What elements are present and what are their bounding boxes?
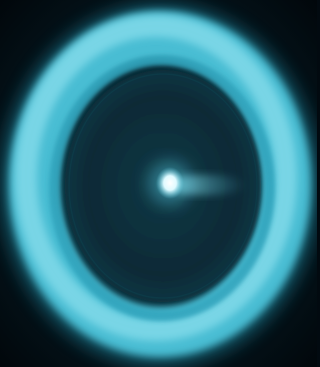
photo <box>0 0 317 367</box>
page <box>0 0 320 367</box>
spot <box>156 167 184 199</box>
